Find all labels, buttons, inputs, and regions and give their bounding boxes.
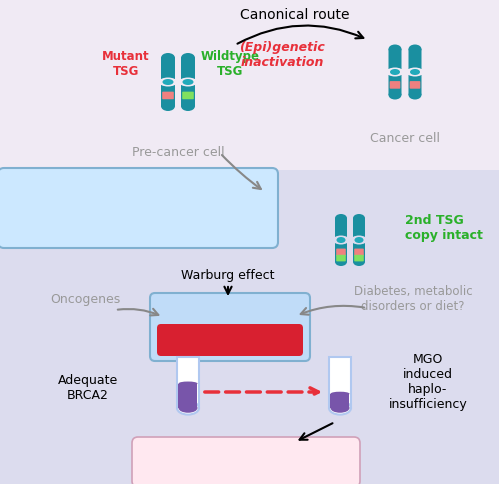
FancyArrowPatch shape [118,309,158,316]
FancyArrowPatch shape [238,26,363,44]
Ellipse shape [354,237,363,243]
Ellipse shape [163,79,174,85]
FancyBboxPatch shape [336,255,346,261]
Ellipse shape [389,45,402,54]
FancyBboxPatch shape [161,58,175,79]
Text: Mutant
TSG: Mutant TSG [102,50,150,78]
FancyArrowPatch shape [299,423,332,440]
FancyBboxPatch shape [162,91,174,99]
Ellipse shape [161,53,175,63]
Ellipse shape [177,401,199,415]
Bar [179,383,198,408]
Bar [0,0,499,170]
Text: MGO
induced
haplo-
insufficiency: MGO induced haplo- insufficiency [389,353,468,411]
Text: Episodic mutation
& tumorigenesis: Episodic mutation & tumorigenesis [176,447,316,477]
Text: Pre-cancer cell: Pre-cancer cell [132,147,225,160]
Text: (Epi)genetic
inactivation: (Epi)genetic inactivation [239,41,325,69]
Ellipse shape [387,67,404,76]
FancyBboxPatch shape [157,324,303,356]
Text: Diabetes, metabolic
disorders or diet?: Diabetes, metabolic disorders or diet? [354,285,473,313]
Bar [329,357,351,408]
Bar [330,393,349,408]
FancyBboxPatch shape [410,81,420,89]
Ellipse shape [330,392,349,396]
FancyBboxPatch shape [354,249,364,256]
Ellipse shape [161,101,175,111]
FancyBboxPatch shape [335,243,347,262]
FancyBboxPatch shape [389,49,402,69]
FancyBboxPatch shape [409,49,422,69]
Ellipse shape [353,214,365,223]
Ellipse shape [336,237,345,243]
Ellipse shape [179,381,198,386]
FancyArrowPatch shape [301,306,364,315]
FancyArrowPatch shape [225,287,232,294]
Text: Cancer cell: Cancer cell [370,132,440,145]
Ellipse shape [409,45,422,54]
Text: Oncogenes: Oncogenes [50,293,120,306]
FancyBboxPatch shape [0,168,278,248]
FancyBboxPatch shape [161,85,175,106]
FancyBboxPatch shape [181,85,195,106]
Ellipse shape [407,67,424,76]
Text: Metabolic bypass of
Knudson's two-hit paradigm: Metabolic bypass of Knudson's two-hit pa… [20,193,254,225]
FancyBboxPatch shape [182,91,194,99]
Text: ↑ Methylglyoxal: ↑ Methylglyoxal [170,334,290,348]
Text: ↑ Glycolysis: ↑ Glycolysis [183,310,277,324]
Ellipse shape [409,91,422,100]
Ellipse shape [179,77,197,87]
FancyBboxPatch shape [390,81,400,89]
FancyBboxPatch shape [353,218,365,237]
Text: Wildtype
TSG: Wildtype TSG [201,50,259,78]
Ellipse shape [179,403,198,413]
Ellipse shape [181,101,195,111]
FancyBboxPatch shape [409,75,422,95]
Text: Adequate
BRCA2: Adequate BRCA2 [58,374,118,402]
Ellipse shape [410,69,420,75]
Ellipse shape [183,79,194,85]
Ellipse shape [335,214,347,223]
FancyBboxPatch shape [150,293,310,361]
Ellipse shape [333,236,349,244]
Ellipse shape [181,53,195,63]
FancyBboxPatch shape [181,58,195,79]
Ellipse shape [159,77,177,87]
Bar [0,170,499,484]
FancyBboxPatch shape [354,255,364,261]
Ellipse shape [335,257,347,266]
Bar [177,357,199,408]
Ellipse shape [329,401,351,415]
FancyBboxPatch shape [336,249,346,256]
FancyBboxPatch shape [353,243,365,262]
Ellipse shape [390,69,400,75]
Ellipse shape [351,236,367,244]
Ellipse shape [353,257,365,266]
Text: 2nd TSG
copy intact: 2nd TSG copy intact [405,214,483,242]
FancyBboxPatch shape [132,437,360,484]
FancyBboxPatch shape [389,75,402,95]
Ellipse shape [330,403,349,413]
FancyBboxPatch shape [335,218,347,237]
FancyArrowPatch shape [222,155,261,189]
Text: Canonical route: Canonical route [240,8,350,22]
Ellipse shape [389,91,402,100]
Text: Warburg effect: Warburg effect [181,269,275,282]
